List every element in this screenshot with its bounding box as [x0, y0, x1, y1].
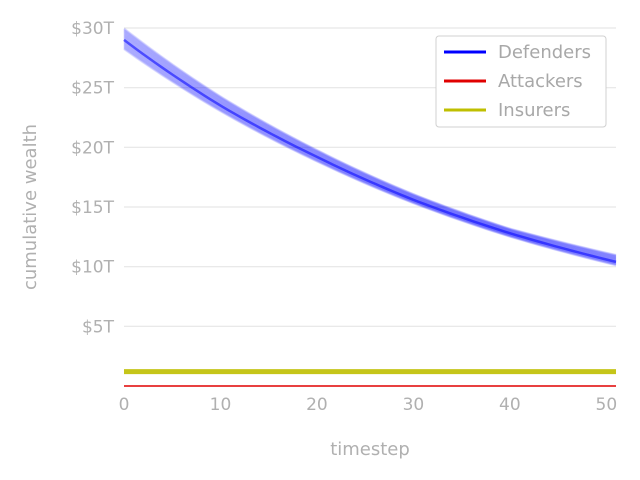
y-tick-label: $20T [71, 138, 114, 158]
defender-run-line [123, 47, 617, 266]
x-tick-label: 10 [210, 395, 232, 415]
x-tick-label: 50 [596, 395, 618, 415]
x-tick-label: 0 [119, 395, 130, 415]
y-tick-label: $25T [71, 79, 114, 99]
series-defenders [123, 27, 617, 267]
defender-run-line [123, 48, 617, 267]
defender-run-line [123, 36, 617, 261]
defender-run-line [123, 30, 617, 258]
defender-run-line [123, 28, 617, 257]
series-layer [123, 27, 617, 387]
x-axis-ticks: 0 10 20 30 40 50 [119, 395, 618, 415]
legend-box [435, 35, 607, 128]
defender-mean-line [123, 38, 617, 264]
y-axis-ticks: $5T $10T $15T $20T $25T $30T [71, 19, 114, 337]
y-tick-label: $30T [71, 19, 114, 39]
x-tick-label: 40 [499, 395, 521, 415]
legend-label: Defenders [498, 42, 591, 63]
defender-run-line [123, 32, 617, 259]
grid-lines [124, 27, 616, 327]
defender-run-line [123, 32, 617, 259]
x-tick-label: 20 [306, 395, 328, 415]
defender-run-line [123, 44, 617, 265]
y-tick-label: $15T [71, 198, 114, 218]
defender-run-line [123, 43, 617, 265]
defender-run-line [123, 46, 617, 266]
x-axis-label: timestep [330, 439, 410, 460]
defender-run-line [123, 29, 617, 257]
x-tick-label: 30 [403, 395, 425, 415]
legend: Defenders Attackers Insurers [435, 35, 607, 128]
defender-run-line [123, 27, 617, 257]
defender-run-line [123, 35, 617, 261]
defender-run-line [123, 31, 617, 258]
defender-run-line [123, 34, 617, 260]
legend-label: Attackers [498, 71, 583, 92]
y-tick-label: $10T [71, 258, 114, 278]
legend-label: Insurers [498, 100, 570, 121]
defender-run-line [123, 45, 617, 265]
defender-run-line [123, 33, 617, 260]
y-tick-label: $5T [82, 317, 115, 337]
y-axis-label: cumulative wealth [20, 124, 41, 290]
